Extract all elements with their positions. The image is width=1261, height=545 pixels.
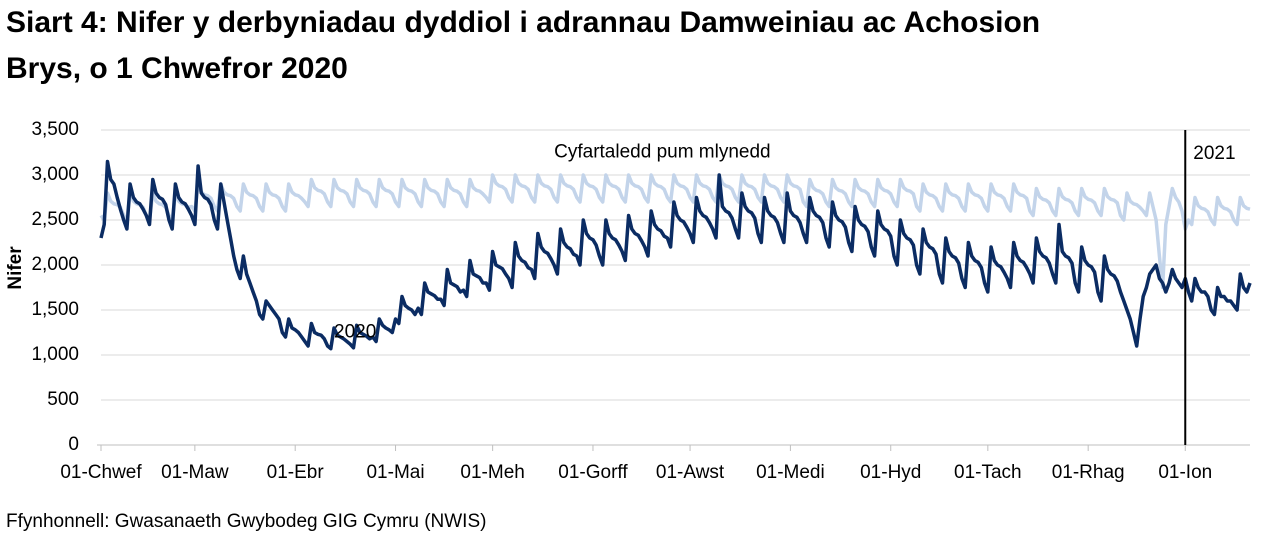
x-tick-label: 01-Rhag <box>1052 462 1125 483</box>
series-label: 2020 <box>334 322 376 343</box>
x-tick-label: 01-Ebr <box>267 462 325 483</box>
y-tick-label: 1,000 <box>31 344 79 365</box>
y-tick-label: 0 <box>68 434 79 455</box>
x-tick-label: 01-Maw <box>161 462 229 483</box>
y-tick-label: 2,000 <box>31 254 79 275</box>
y-tick-label: 1,500 <box>31 299 79 320</box>
x-tick-label: 01-Ion <box>1158 462 1212 483</box>
chart-title: Brys, o 1 Chwefror 2020 <box>6 52 348 85</box>
y-axis-label: Nifer <box>5 246 26 290</box>
x-tick-label: 01-Gorff <box>558 462 628 483</box>
x-tick-label: 01-Tach <box>954 462 1022 483</box>
y-tick-label: 500 <box>47 389 79 410</box>
marker-label: 2021 <box>1193 143 1235 164</box>
x-tick-label: 01-Mai <box>366 462 424 483</box>
chart-title: Siart 4: Nifer y derbyniadau dyddiol i a… <box>6 6 1040 39</box>
y-tick-label: 3,500 <box>31 119 79 140</box>
y-tick-label: 3,000 <box>31 164 79 185</box>
series-line <box>99 159 1252 351</box>
series-line <box>99 173 1251 290</box>
x-tick-label: 01-Awst <box>656 462 725 483</box>
series-label: Cyfartaledd pum mlynedd <box>554 142 771 163</box>
x-tick-label: 01-Chwef <box>60 462 142 483</box>
x-tick-label: 01-Hyd <box>860 462 921 483</box>
y-tick-label: 2,500 <box>31 209 79 230</box>
x-tick-label: 01-Medi <box>756 462 825 483</box>
source: Ffynhonnell: Gwasanaeth Gwybodeg GIG Cym… <box>6 511 486 532</box>
x-tick-label: 01-Meh <box>460 462 524 483</box>
